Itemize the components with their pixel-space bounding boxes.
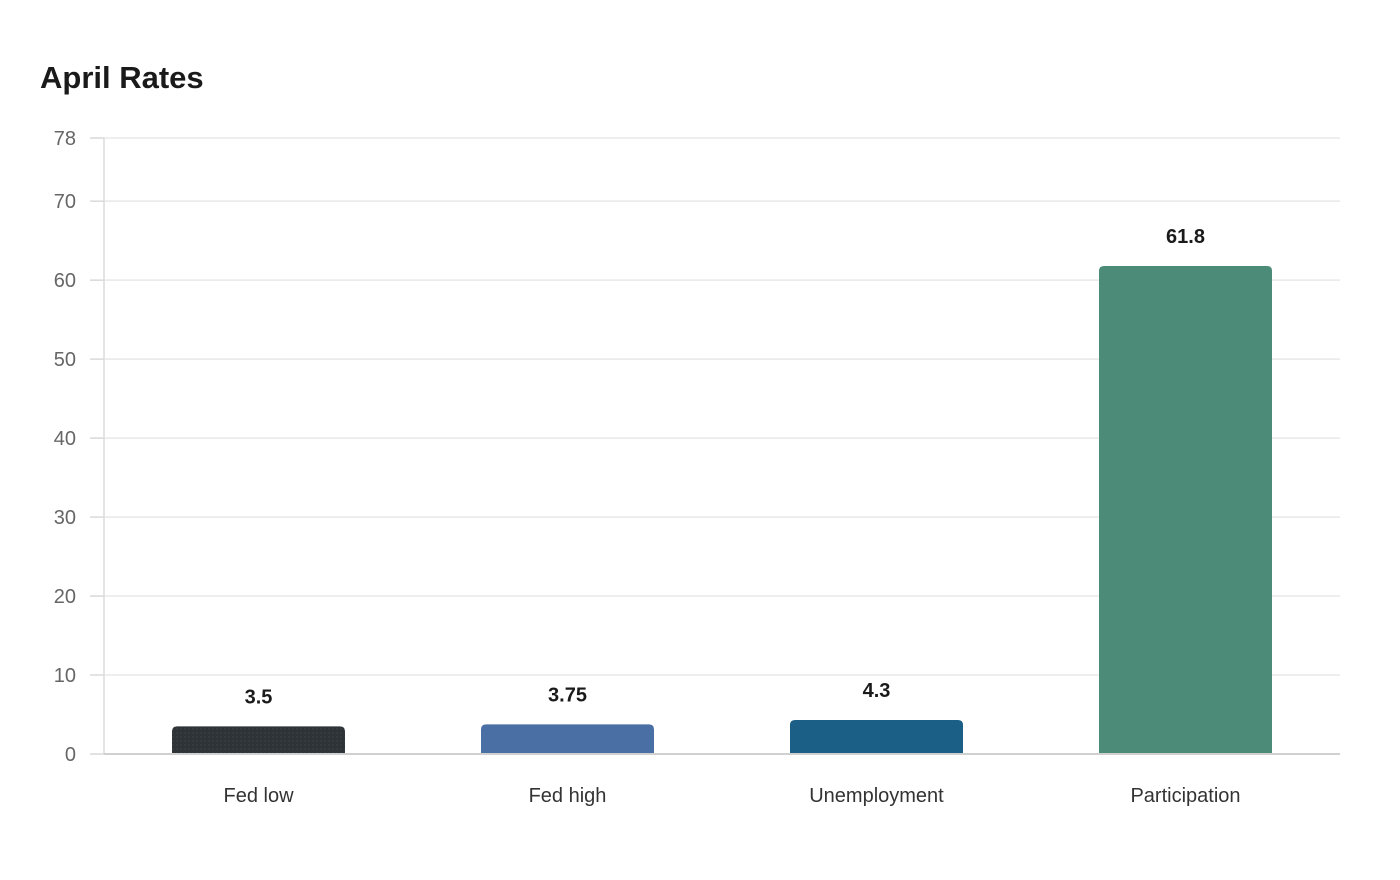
y-tick-label: 70	[54, 191, 76, 213]
bar-unemployment	[790, 720, 963, 754]
gridlines	[104, 137, 1340, 676]
x-tick-label: Participation	[1130, 785, 1240, 807]
data-label: 61.8	[1166, 226, 1205, 248]
y-tick-label: 20	[54, 586, 76, 608]
x-axis-labels: Fed low Fed high Unemployment Participation	[104, 753, 1340, 807]
y-tick-label: 50	[54, 349, 76, 371]
x-tick-label: Unemployment	[809, 785, 944, 807]
y-tick-label: 10	[54, 665, 76, 687]
y-tick-label: 40	[54, 428, 76, 450]
data-labels: 3.5 3.75 4.3 61.8	[245, 226, 1205, 708]
data-label: 3.75	[548, 684, 587, 706]
bars	[172, 265, 1272, 754]
bar-fed-high	[481, 724, 654, 754]
x-tick-label: Fed low	[223, 785, 294, 807]
data-label: 4.3	[863, 680, 891, 702]
y-tick-label: 30	[54, 507, 76, 529]
chart-title: April Rates	[40, 60, 204, 95]
bar-participation	[1099, 265, 1272, 754]
y-tick-label: 0	[65, 744, 76, 766]
x-tick-label: Fed high	[529, 785, 607, 807]
y-axis-ticks: 0 10 20 30 40 50 60 70 78	[54, 128, 104, 766]
data-label: 3.5	[245, 686, 273, 708]
y-tick-label: 60	[54, 270, 76, 292]
y-tick-label: 78	[54, 128, 76, 150]
bar-fed-low	[172, 726, 345, 754]
